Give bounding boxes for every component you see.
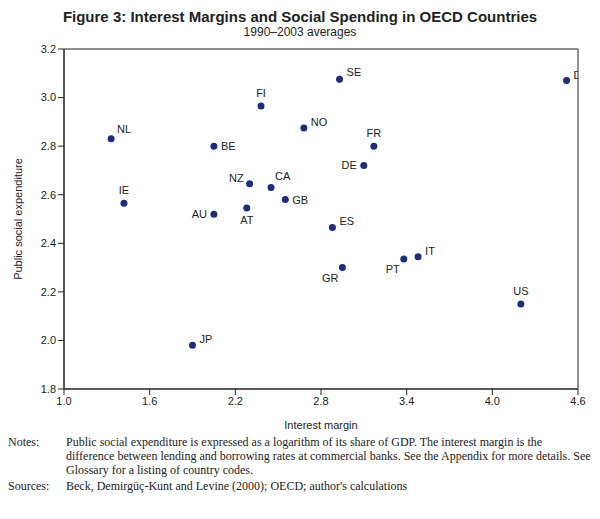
svg-text:IT: IT	[425, 245, 435, 257]
html-text:Figure 3: Interest Margins and: Figure 3: Interest Margins and Social Sp…	[62, 8, 538, 25]
html-text:Beck, Demirgüç-Kunt and Levine: Beck, Demirgüç-Kunt and Levine (2000); O…	[66, 479, 408, 493]
html-text:1990–2003 averages: 1990–2003 averages	[243, 25, 357, 39]
svg-text:DE: DE	[342, 159, 357, 171]
html-text:Public social expenditure is e: Public social expenditure is expressed a…	[66, 435, 591, 477]
svg-text:2.8: 2.8	[41, 140, 56, 152]
svg-text:1.0: 1.0	[56, 395, 71, 407]
svg-text:NO: NO	[311, 116, 328, 128]
svg-text:3.4: 3.4	[399, 395, 414, 407]
svg-text:GR: GR	[322, 272, 339, 284]
svg-text:Public social expenditure: Public social expenditure	[12, 158, 24, 280]
svg-text:2.2: 2.2	[41, 286, 56, 298]
svg-text:JP: JP	[200, 333, 213, 345]
svg-text:GB: GB	[292, 194, 308, 206]
svg-text:DK: DK	[574, 69, 578, 81]
svg-text:2.8: 2.8	[313, 395, 328, 407]
svg-text:NZ: NZ	[229, 172, 244, 184]
svg-text:2.0: 2.0	[41, 334, 56, 346]
svg-text:2.4: 2.4	[41, 237, 56, 249]
svg-text:IE: IE	[119, 184, 129, 196]
svg-text:FI: FI	[256, 87, 266, 99]
html-text:Notes:: Notes:	[8, 435, 40, 449]
svg-text:4.0: 4.0	[485, 395, 500, 407]
svg-text:1.6: 1.6	[142, 395, 157, 407]
svg-text:ES: ES	[339, 215, 354, 227]
svg-text:BE: BE	[221, 140, 236, 152]
svg-text:Interest margin: Interest margin	[284, 419, 357, 431]
svg-text:AT: AT	[240, 214, 254, 226]
svg-text:SE: SE	[347, 66, 362, 78]
svg-text:1.8: 1.8	[41, 383, 56, 395]
svg-text:FR: FR	[366, 127, 381, 139]
svg-text:CA: CA	[275, 170, 291, 182]
svg-text:3.0: 3.0	[41, 91, 56, 103]
svg-text:PT: PT	[386, 263, 400, 275]
svg-text:2.6: 2.6	[41, 189, 56, 201]
svg-text:NL: NL	[117, 123, 131, 135]
html-text:Sources:: Sources:	[8, 479, 50, 493]
svg-text:AU: AU	[192, 208, 207, 220]
svg-text:3.2: 3.2	[41, 43, 56, 55]
svg-text:2.2: 2.2	[228, 395, 243, 407]
svg-text:4.6: 4.6	[570, 395, 585, 407]
svg-text:US: US	[513, 285, 528, 297]
